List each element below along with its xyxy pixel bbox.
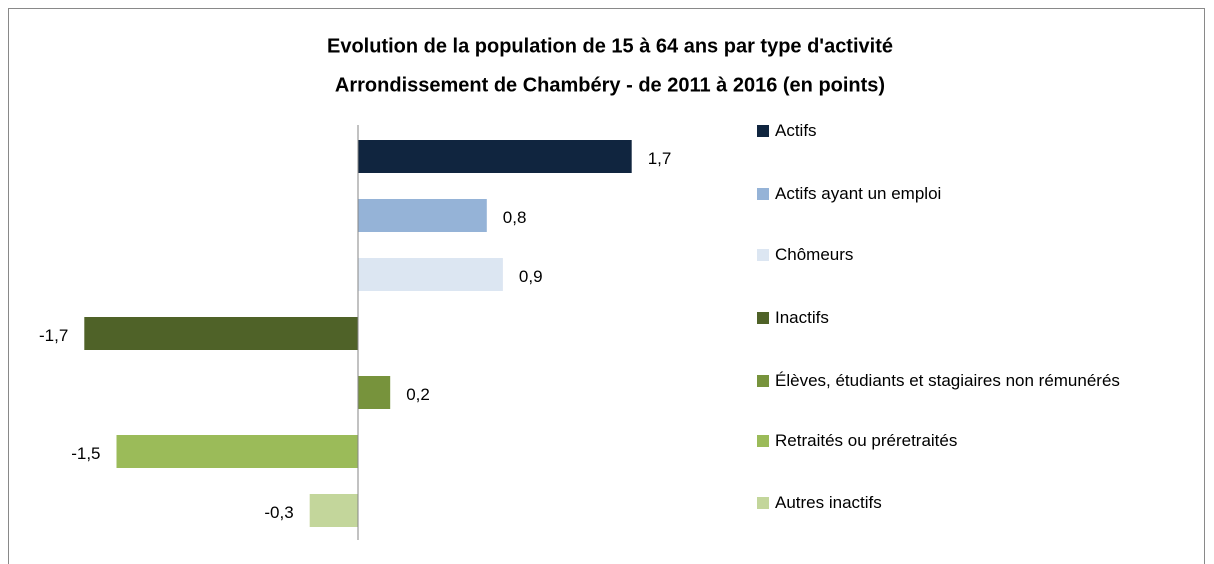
legend-label: Actifs [775, 121, 817, 140]
legend-label: Retraités ou préretraités [775, 431, 958, 450]
legend-item: Actifs [757, 118, 1177, 144]
data-label: -0,3 [264, 503, 293, 522]
data-label: 0,9 [519, 267, 543, 286]
bar [358, 258, 503, 291]
chart-title: Evolution de la population de 15 à 64 an… [327, 35, 893, 57]
data-label: -1,7 [39, 326, 68, 345]
legend-swatch [757, 249, 769, 261]
legend-swatch [757, 188, 769, 200]
legend-swatch [757, 312, 769, 324]
legend-swatch [757, 125, 769, 137]
legend-item: Retraités ou préretraités [757, 428, 1177, 454]
legend-item: Élèves, étudiants et stagiaires non rému… [757, 368, 1177, 394]
legend-item: Actifs ayant un emploi [757, 181, 1177, 207]
data-label: 0,2 [406, 385, 430, 404]
legend-label: Autres inactifs [775, 493, 882, 512]
legend-label: Inactifs [775, 308, 829, 327]
data-label: -1,5 [71, 444, 100, 463]
bar [116, 435, 358, 468]
data-label: 1,7 [648, 149, 672, 168]
legend-swatch [757, 435, 769, 447]
legend-swatch [757, 375, 769, 387]
data-label: 0,8 [503, 208, 527, 227]
legend-swatch [757, 497, 769, 509]
legend-label: Actifs ayant un emploi [775, 184, 942, 203]
bar [358, 140, 632, 173]
legend-item: Inactifs [757, 305, 1177, 331]
legend-item: Chômeurs [757, 242, 1177, 268]
bar [358, 199, 487, 232]
chart-border [8, 8, 1205, 564]
bar [309, 494, 358, 527]
legend-label: Chômeurs [775, 245, 854, 264]
bar [84, 317, 359, 350]
legend-label: Élèves, étudiants et stagiaires non rému… [775, 371, 1120, 390]
legend-item: Autres inactifs [757, 490, 1177, 516]
chart-subtitle: Arrondissement de Chambéry - de 2011 à 2… [335, 74, 885, 96]
bar [358, 376, 391, 409]
